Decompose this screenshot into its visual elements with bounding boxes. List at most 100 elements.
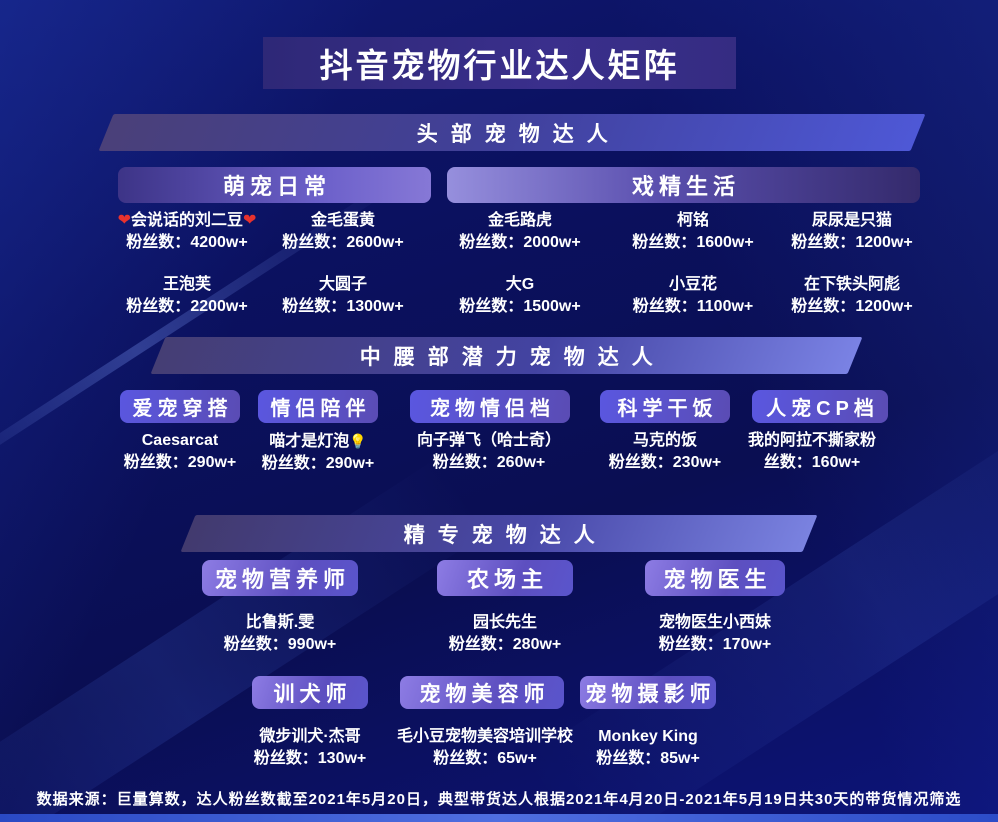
influencer-name: 金毛路虎 (487, 212, 552, 229)
fans-count: 粉丝数：1100w+ (632, 298, 754, 315)
fans-count: 粉丝数：260w+ (432, 454, 546, 471)
influencer-name: Monkey King (598, 728, 698, 745)
influencer-entry: 向子弹飞（哈士奇） 粉丝数：260w+ (399, 430, 579, 474)
category-label: 人宠CP档 (766, 398, 879, 420)
influencer-entry: 尿尿是只猫 粉丝数：1200w+ (762, 210, 942, 254)
category-pill-couple-company: 情侣陪伴 (258, 390, 378, 423)
influencer-entry: Monkey King 粉丝数：85w+ (558, 726, 738, 770)
influencer-entry: 柯铭 粉丝数：1600w+ (603, 210, 783, 254)
category-pill-vet: 宠物医生 (645, 560, 785, 596)
influencer-entry: 在下铁头阿彪 粉丝数：1200w+ (762, 274, 942, 318)
influencer-name: 在下铁头阿彪 (803, 276, 900, 293)
heart-icon: ❤ (243, 212, 257, 229)
influencer-entry: Caesarcat 粉丝数：290w+ (90, 430, 270, 474)
fans-count: 粉丝数：990w+ (223, 636, 337, 653)
influencer-entry: 王泡芙 粉丝数：2200w+ (97, 274, 277, 318)
influencer-name: 小豆花 (668, 276, 717, 293)
influencer-name: 金毛蛋黄 (310, 212, 375, 229)
section-mid-title: 中腰部潜力宠物达人 (360, 345, 666, 369)
poster-title: 抖音宠物行业达人矩阵 (319, 47, 680, 84)
influencer-entry: 比鲁斯.雯 粉丝数：990w+ (190, 612, 370, 656)
fans-count: 粉丝数：290w+ (261, 455, 375, 472)
group-pill-cute-pet-daily: 萌宠日常 (118, 167, 431, 203)
category-pill-pet-nutritionist: 宠物营养师 (202, 560, 358, 596)
footer-note: 数据来源：巨量算数，达人粉丝数截至2021年5月20日，典型带货达人根据2021… (36, 791, 962, 808)
fans-count: 粉丝数：2200w+ (126, 298, 248, 315)
group-pill-drama-life: 戏精生活 (447, 167, 920, 203)
fans-count: 粉丝数：65w+ (433, 750, 537, 767)
influencer-name: 向子弹飞（哈士奇） (416, 432, 561, 449)
influencer-name: 大G (505, 276, 535, 293)
influencer-entry: 金毛路虎 粉丝数：2000w+ (430, 210, 610, 254)
influencer-entry: 马克的饭 粉丝数：230w+ (575, 430, 755, 474)
heart-icon: ❤ (117, 212, 131, 229)
category-label: 爱宠穿搭 (132, 398, 233, 420)
influencer-name: ❤会说话的刘二豆❤ (117, 212, 257, 229)
influencer-name: 喵才是灯泡💡 (269, 433, 367, 450)
section-mid-banner: 中腰部潜力宠物达人 (150, 337, 863, 374)
group-label: 萌宠日常 (222, 174, 331, 199)
section-top-banner: 头部宠物达人 (98, 114, 926, 151)
fans-count: 粉丝数：1500w+ (459, 298, 581, 315)
influencer-entry: 宠物医生小西妹 粉丝数：170w+ (625, 612, 805, 656)
influencer-entry: ❤会说话的刘二豆❤ 粉丝数：4200w+ (97, 210, 277, 254)
influencer-name: 马克的饭 (632, 432, 697, 449)
influencer-name: 比鲁斯.雯 (245, 614, 315, 631)
group-label: 戏精生活 (631, 174, 740, 199)
fans-count: 粉丝数：1200w+ (791, 234, 913, 251)
fans-count: 粉丝数：1600w+ (632, 234, 754, 251)
category-pill-pet-outfit: 爱宠穿搭 (120, 390, 240, 423)
influencer-name: 柯铭 (676, 212, 709, 229)
influencer-name: 毛小豆宠物美容培训学校 (396, 728, 573, 745)
influencer-name: 宠物医生小西妹 (658, 614, 771, 631)
section-spec-title: 精专宠物达人 (403, 523, 608, 547)
influencer-name: 尿尿是只猫 (811, 212, 892, 229)
category-pill-farmer: 农场主 (437, 560, 573, 596)
category-label: 宠物美容师 (419, 682, 550, 706)
section-spec-banner: 精专宠物达人 (180, 515, 818, 552)
category-pill-dog-trainer: 训犬师 (252, 676, 368, 709)
fans-count: 粉丝数：290w+ (123, 454, 237, 471)
influencer-name: 王泡芙 (162, 276, 211, 293)
category-pill-human-pet-cp: 人宠CP档 (752, 390, 888, 423)
category-label: 科学干饭 (617, 398, 718, 420)
influencer-entry: 微步训犬·杰哥 粉丝数：130w+ (220, 726, 400, 770)
fans-count: 粉丝数：4200w+ (126, 234, 248, 251)
influencer-entry: 毛小豆宠物美容培训学校 粉丝数：65w+ (385, 726, 585, 770)
poster-title-banner: 抖音宠物行业达人矩阵 (263, 37, 736, 89)
category-label: 宠物医生 (663, 567, 772, 592)
influencer-name: 园长先生 (472, 614, 537, 631)
fans-count: 粉丝数：160w+ (763, 432, 877, 471)
fans-count: 粉丝数：2000w+ (459, 234, 581, 251)
bottom-accent-strip (0, 814, 998, 822)
fans-count: 粉丝数：230w+ (608, 454, 722, 471)
influencer-entry: 我的阿拉不撕家粉丝数：160w+ (742, 430, 882, 474)
influencer-name: 微步训犬·杰哥 (259, 728, 361, 745)
fans-count: 粉丝数：130w+ (253, 750, 367, 767)
lightbulb-icon: 💡 (349, 433, 367, 449)
influencer-name: 大圆子 (318, 276, 367, 293)
influencer-name: Caesarcat (141, 432, 219, 449)
influencer-entry: 喵才是灯泡💡 粉丝数：290w+ (228, 430, 408, 475)
category-label: 农场主 (466, 567, 548, 592)
influencer-entry: 大G 粉丝数：1500w+ (430, 274, 610, 318)
fans-count: 粉丝数：1200w+ (791, 298, 913, 315)
category-label: 宠物营养师 (214, 567, 350, 592)
influencer-entry: 园长先生 粉丝数：280w+ (415, 612, 595, 656)
category-label: 宠物摄影师 (585, 682, 716, 706)
influencer-entry: 金毛蛋黄 粉丝数：2600w+ (253, 210, 433, 254)
category-pill-pet-photographer: 宠物摄影师 (580, 676, 716, 709)
influencer-name: 我的阿拉不撕家 (747, 432, 860, 449)
influencer-entry: 小豆花 粉丝数：1100w+ (603, 274, 783, 318)
category-label: 情侣陪伴 (270, 398, 371, 420)
fans-count: 粉丝数：170w+ (658, 636, 772, 653)
fans-count: 粉丝数：280w+ (448, 636, 562, 653)
category-pill-science-eating: 科学干饭 (600, 390, 730, 423)
category-pill-pet-couple: 宠物情侣档 (410, 390, 570, 423)
section-top-title: 头部宠物达人 (416, 122, 621, 146)
fans-count: 粉丝数：85w+ (596, 750, 700, 767)
category-label: 宠物情侣档 (430, 398, 555, 420)
influencer-entry: 大圆子 粉丝数：1300w+ (253, 274, 433, 318)
fans-count: 粉丝数：1300w+ (282, 298, 404, 315)
